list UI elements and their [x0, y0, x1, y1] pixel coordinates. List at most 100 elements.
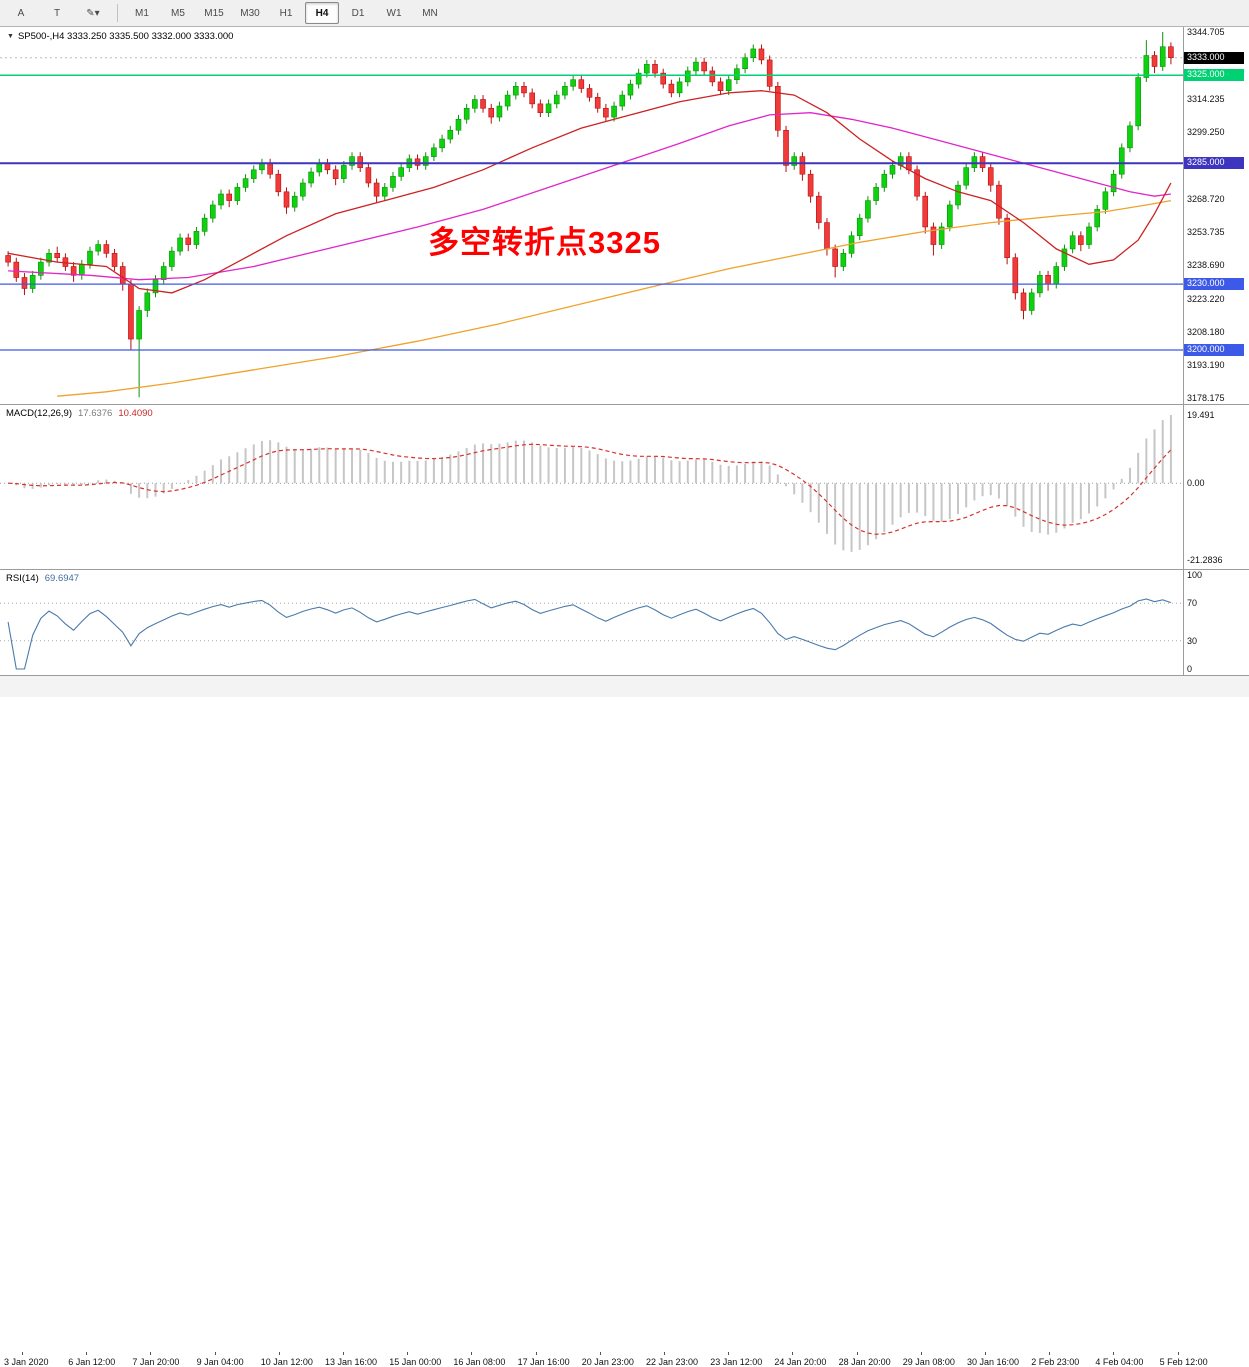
- candle: [283, 187, 290, 214]
- candle: [783, 125, 789, 173]
- macd-label: MACD(12,26,9) 17.6376 10.4090: [6, 408, 153, 419]
- candle: [439, 134, 445, 153]
- candle: [46, 248, 52, 267]
- rsi-canvas[interactable]: [0, 569, 1249, 675]
- candle: [979, 152, 986, 173]
- ma-medium-magenta[interactable]: [8, 112, 1171, 281]
- candle: [676, 77, 683, 98]
- candle: [275, 169, 282, 197]
- panel-divider[interactable]: [0, 569, 1249, 570]
- tool-cursor-button[interactable]: A: [17, 7, 25, 19]
- macd-tick: -21.2836: [1187, 555, 1223, 565]
- candle: [947, 200, 953, 232]
- candle: [1012, 253, 1019, 300]
- time-tick-mark: [343, 1352, 344, 1355]
- time-label: 23 Jan 12:00: [710, 1357, 763, 1367]
- tool-text-button[interactable]: T: [53, 7, 61, 19]
- candle: [693, 57, 699, 76]
- candle: [725, 75, 732, 96]
- candle: [1159, 32, 1166, 71]
- candle: [291, 191, 298, 212]
- time-tick-mark: [22, 1352, 23, 1355]
- candle: [70, 262, 77, 282]
- candle: [1110, 169, 1117, 197]
- candle: [996, 180, 1002, 225]
- candle: [881, 169, 888, 192]
- candle: [815, 191, 822, 230]
- candle: [128, 279, 134, 351]
- candle: [619, 90, 626, 111]
- candle: [349, 152, 355, 170]
- candle: [308, 167, 314, 188]
- candle: [627, 79, 634, 100]
- price-tick: 3253.735: [1187, 226, 1225, 237]
- timeframe-m5-button[interactable]: M5: [171, 7, 185, 19]
- rsi-tick: 70: [1187, 598, 1198, 609]
- candle: [742, 53, 748, 74]
- candle: [971, 152, 978, 173]
- time-tick-mark: [985, 1352, 986, 1355]
- price-tick: 3208.180: [1187, 327, 1225, 338]
- candle: [824, 218, 830, 256]
- candle: [1151, 51, 1158, 74]
- time-label: 22 Jan 23:00: [646, 1357, 699, 1367]
- candle: [95, 240, 101, 256]
- timeframe-h4-button[interactable]: H4: [305, 2, 339, 24]
- candle: [521, 81, 527, 98]
- candle: [390, 172, 396, 192]
- candle: [210, 200, 216, 223]
- rsi-tick: 100: [1187, 570, 1203, 580]
- macd-signal-value: 10.4090: [118, 408, 153, 419]
- candle: [1078, 231, 1084, 252]
- candles-layer: [5, 32, 1174, 398]
- timeframe-d1-button[interactable]: D1: [351, 7, 365, 19]
- time-axis[interactable]: 3 Jan 2020 6 Jan 12:00 7 Jan 20:00 9 Jan 04…: [0, 676, 1249, 1367]
- time-label: 16 Jan 08:00: [453, 1357, 506, 1367]
- candle: [897, 152, 904, 170]
- ma-fast-red[interactable]: [7, 90, 1172, 294]
- candle: [472, 95, 478, 113]
- candle: [1102, 187, 1109, 214]
- dropdown-caret-icon[interactable]: ▼: [7, 33, 14, 40]
- candle: [1135, 73, 1141, 131]
- timeframe-h1-button[interactable]: H1: [279, 7, 293, 19]
- time-tick-mark: [278, 1352, 280, 1355]
- candle: [1045, 270, 1051, 291]
- tool-draw-button[interactable]: ✎▾: [86, 7, 100, 19]
- main-chart-canvas[interactable]: [0, 27, 1249, 404]
- candle: [684, 66, 691, 87]
- timeframe-m1-button[interactable]: M1: [135, 7, 149, 19]
- candle: [668, 79, 675, 98]
- candle: [922, 191, 929, 234]
- candle: [1004, 213, 1010, 265]
- candle: [562, 81, 568, 100]
- timeframe-mn-button[interactable]: MN: [422, 7, 438, 19]
- timeframe-w1-button[interactable]: W1: [386, 7, 402, 19]
- time-tick-mark: [471, 1352, 473, 1355]
- candle: [136, 306, 142, 398]
- macd-tick: 19.491: [1187, 410, 1215, 420]
- time-tick-mark: [1049, 1352, 1051, 1355]
- candle: [938, 222, 945, 249]
- time-tick-mark: [1177, 1352, 1179, 1355]
- price-tick: 3344.705: [1187, 27, 1225, 37]
- timeframe-m15-button[interactable]: M15: [204, 7, 224, 19]
- candle: [701, 57, 707, 76]
- ma-slow-orange[interactable]: [57, 199, 1172, 397]
- timeframe-m30-button[interactable]: M30: [240, 7, 260, 19]
- current-price-badge: 3333.000: [1184, 51, 1244, 64]
- candle: [169, 246, 175, 271]
- time-label: 10 Jan 12:00: [260, 1357, 313, 1367]
- candle: [381, 183, 388, 201]
- panel-divider[interactable]: [0, 404, 1249, 405]
- candle: [29, 270, 36, 293]
- chart-annotation[interactable]: 多空转折点3325: [428, 225, 661, 260]
- time-label: 13 Jan 16:00: [325, 1357, 378, 1367]
- time-label: 17 Jan 16:00: [517, 1357, 570, 1367]
- price-badge-3285: 3285.000: [1184, 157, 1244, 170]
- candle: [365, 163, 372, 188]
- candle: [766, 55, 773, 91]
- candle: [341, 161, 347, 183]
- price-axis-divider: [1183, 27, 1184, 676]
- macd-canvas[interactable]: [0, 404, 1249, 569]
